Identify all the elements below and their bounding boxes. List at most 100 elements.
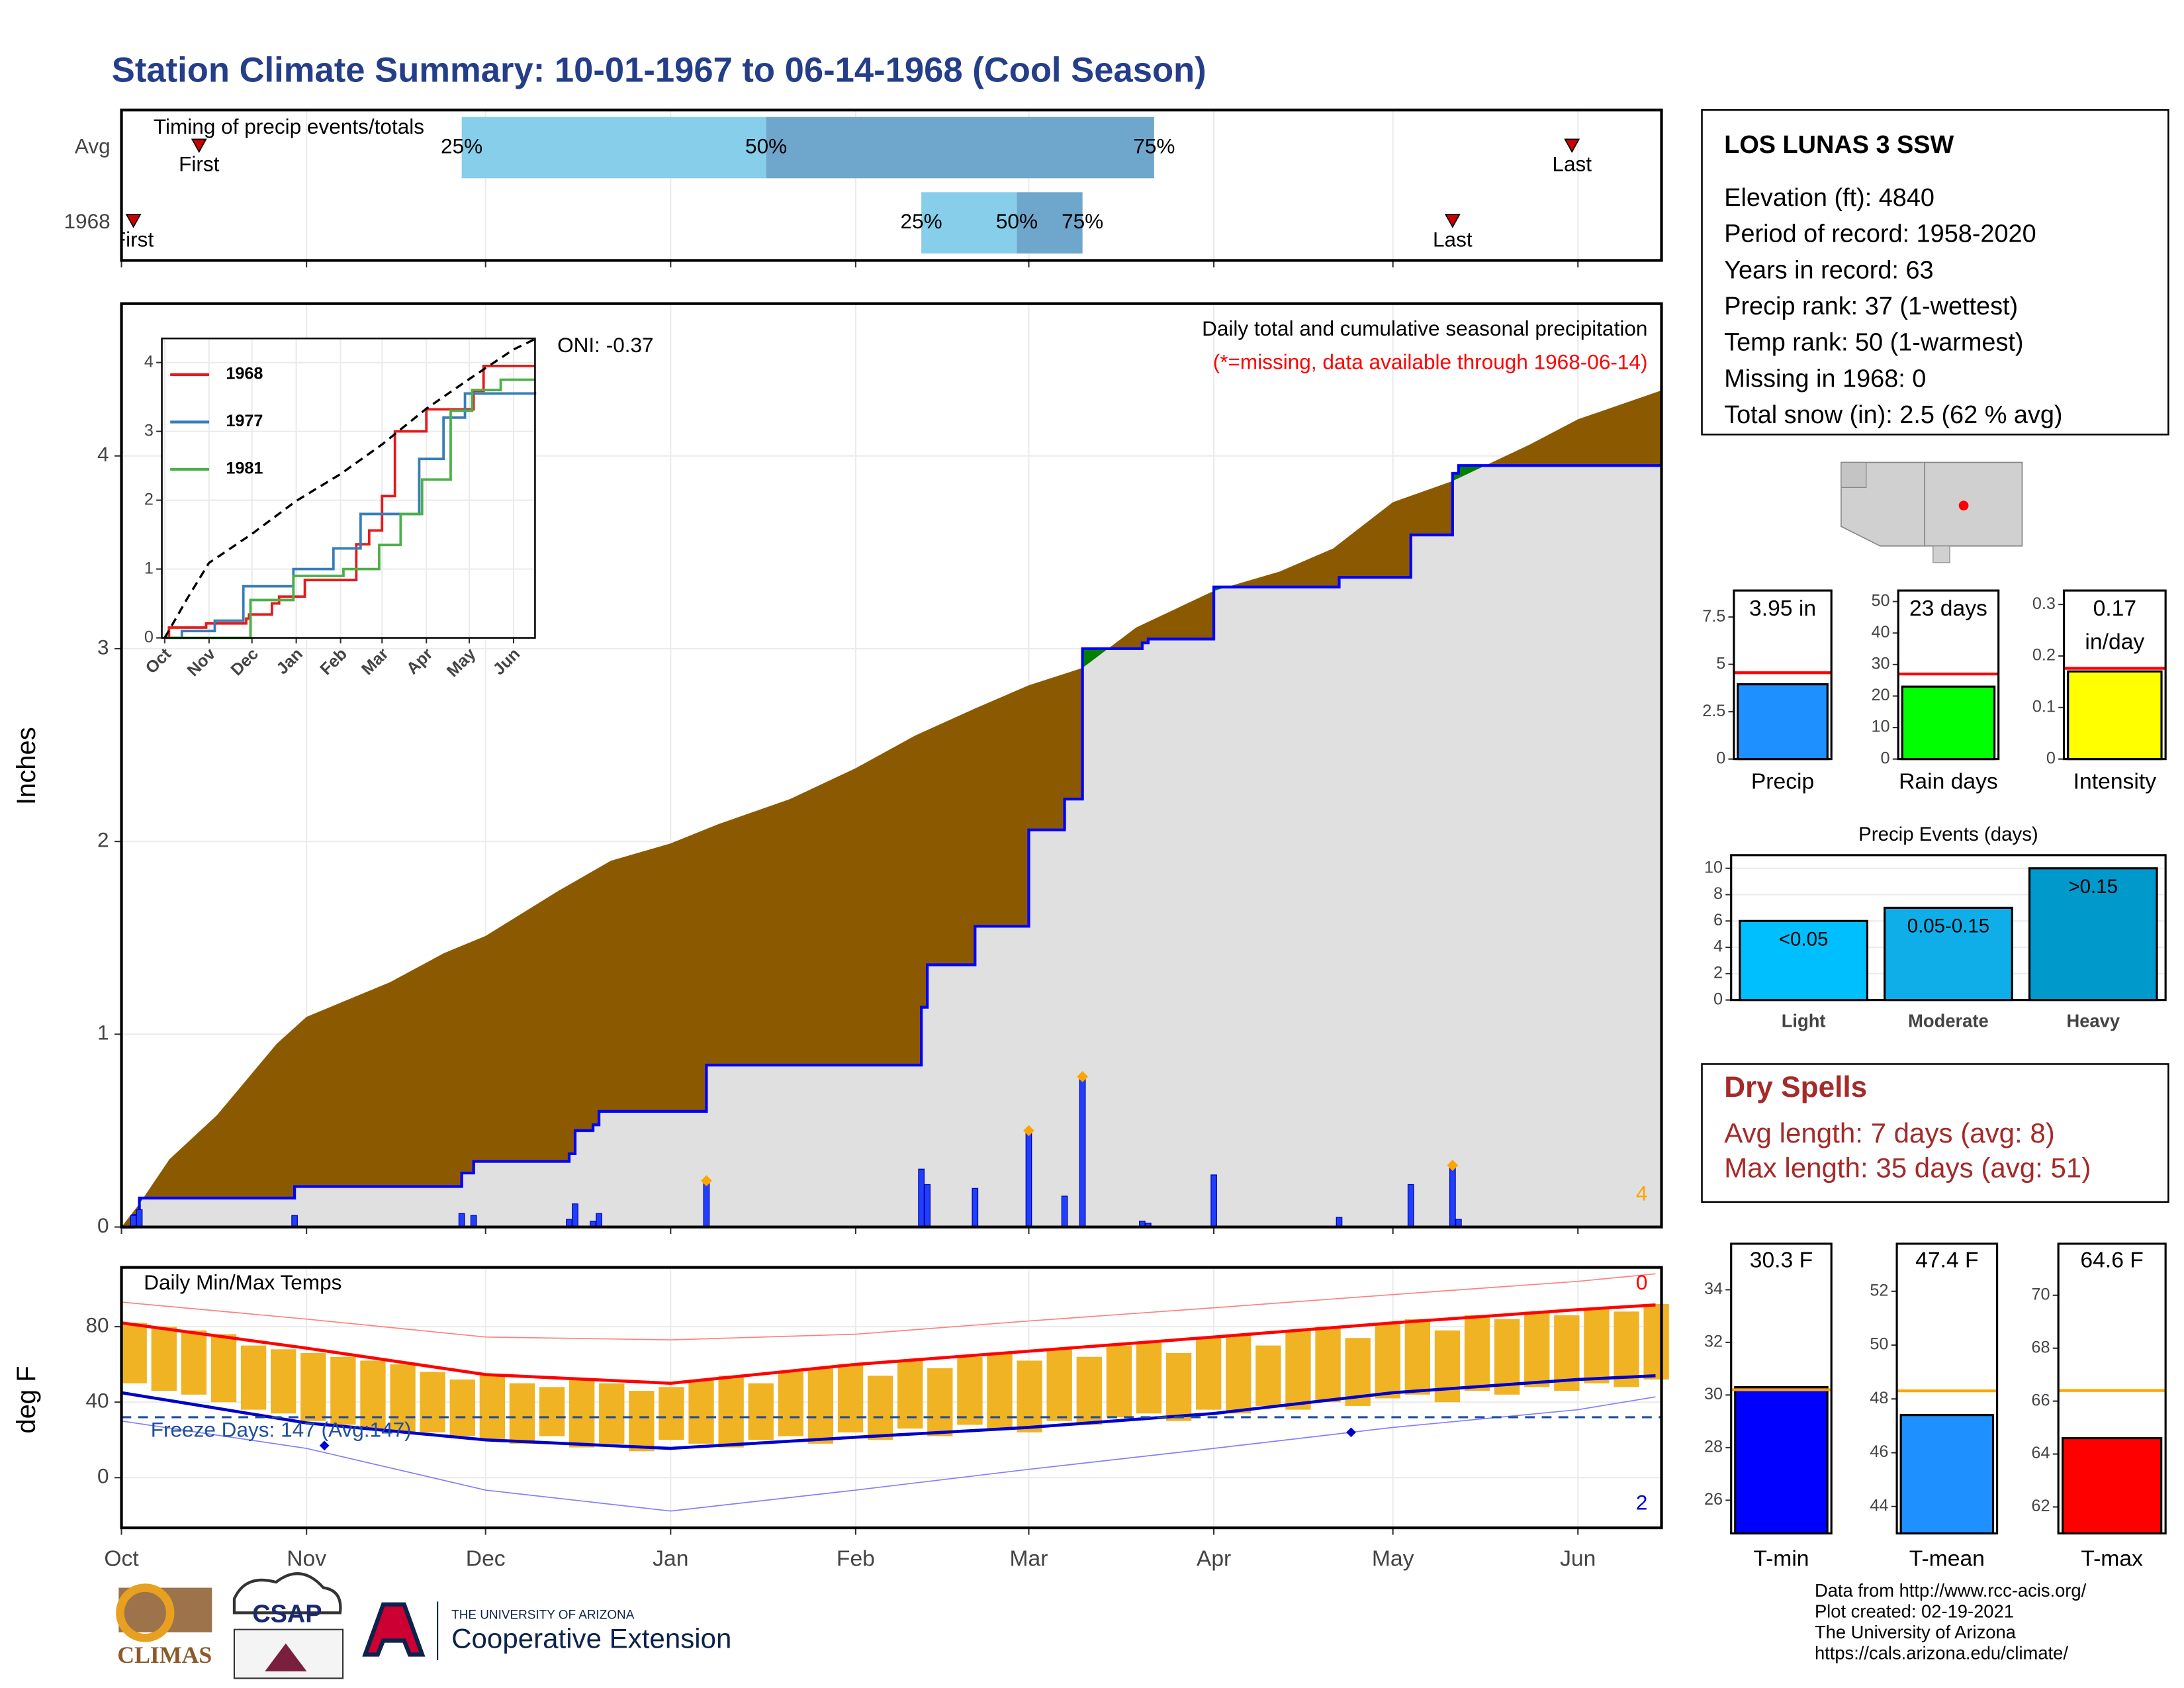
station-box — [1701, 109, 2169, 436]
y-tick-label: 7.5 — [1702, 607, 1725, 626]
daily-precip-bar — [1061, 1196, 1068, 1228]
inset-panel — [161, 338, 535, 638]
temp-range-bar — [629, 1391, 655, 1452]
y-tick-label: 28 — [1704, 1438, 1723, 1456]
category-label: Heavy — [2066, 1011, 2120, 1031]
highlight-marker — [1447, 1159, 1459, 1171]
y-tick-label: 52 — [1870, 1281, 1888, 1299]
annotation: Freeze Days: 147 (Avg:147) — [151, 1417, 412, 1441]
value-label-box: 23 days — [1909, 598, 1987, 622]
temp-range-bar — [1315, 1327, 1341, 1403]
y-tick-label: 0 — [1716, 749, 1725, 767]
bar — [1899, 1414, 1995, 1535]
temp-range-bar — [599, 1383, 625, 1444]
category-label: Rain days — [1899, 769, 1998, 794]
temp-range-bar — [121, 1323, 147, 1383]
mini-border — [2062, 589, 2167, 761]
temp-line — [121, 1303, 1656, 1385]
quartile-bar — [766, 117, 1154, 179]
daily-precip-bar — [136, 1209, 143, 1228]
y-tick-label: 68 — [2031, 1338, 2050, 1356]
y-tick-label: 2 — [97, 827, 109, 851]
temp-range-bar — [390, 1364, 416, 1432]
y-tick-label: 0 — [1713, 990, 1723, 1008]
temp-range-bar — [539, 1387, 565, 1436]
temp-range-bar — [181, 1330, 207, 1395]
y-tick-label: 30 — [1871, 655, 1889, 673]
y-tick-label: 64 — [2031, 1444, 2050, 1462]
daily-precip-bar — [1449, 1164, 1456, 1228]
series-line — [164, 392, 537, 639]
temp-range-bar — [748, 1383, 774, 1440]
map-state — [1924, 461, 2023, 547]
x-tick-label: Feb — [837, 1546, 875, 1571]
y-tick-label: 30 — [1704, 1385, 1723, 1403]
temp-line — [121, 1273, 1656, 1340]
y-tick-label: 4 — [144, 352, 154, 371]
map-division — [1841, 461, 1867, 489]
observed-base-area — [121, 465, 1662, 1227]
mini-border — [1730, 1243, 1833, 1535]
temp-range-bar — [1494, 1319, 1520, 1395]
station-info: Temp rank: 50 (1-warmest) — [1724, 329, 2023, 357]
panel-border — [120, 302, 1663, 1229]
station-info: Missing in 1968: 0 — [1724, 365, 1926, 393]
legend-label: 1968 — [226, 365, 263, 383]
temp-range-bar — [957, 1356, 983, 1425]
y-tick-label: 80 — [86, 1313, 109, 1336]
chart-title: Precip Events (days) — [1858, 823, 2038, 845]
highlight-marker — [1077, 1071, 1089, 1082]
category-label: Moderate — [1908, 1011, 1989, 1031]
temp-range-bar — [718, 1376, 744, 1448]
x-tick-label: Oct — [104, 1546, 139, 1571]
y-tick-label: 3 — [144, 421, 154, 440]
y-tick-label: 0 — [144, 628, 154, 646]
quartile-bar — [921, 192, 1017, 254]
y-tick-label: 44 — [1870, 1496, 1888, 1515]
x-tick-label: Mar — [1009, 1546, 1048, 1571]
temp-range-bar — [569, 1379, 595, 1448]
bar — [1737, 683, 1829, 761]
chart-note: (*=missing, data available through 1968-… — [1213, 350, 1648, 373]
x-tick-label: Jan — [653, 1546, 688, 1571]
y-tick-label: 2.5 — [1702, 702, 1725, 720]
chart-title: Daily Min/Max Temps — [144, 1270, 341, 1294]
dry-spells-box — [1701, 1063, 2169, 1203]
y-tick-label: 1 — [144, 559, 154, 577]
credit-line: The University of Arizona — [1815, 1622, 2017, 1642]
y-tick-label: 3 — [97, 635, 109, 659]
bar-label: >0.15 — [2068, 876, 2118, 898]
daily-precip-bar — [291, 1215, 298, 1228]
y-tick-label: 6 — [1713, 911, 1723, 929]
corner-label: 0 — [1636, 1270, 1648, 1294]
category-label: Light — [1782, 1011, 1826, 1031]
timing-marker — [1564, 138, 1580, 154]
average-line — [163, 338, 536, 639]
y-tick-label: 0 — [1881, 749, 1890, 767]
daily-precip-bar — [918, 1168, 925, 1228]
x-tick-label: Dec — [466, 1546, 506, 1571]
temp-range-bar — [1464, 1315, 1490, 1391]
y-axis-label: Inches — [12, 727, 41, 805]
temp-range-bar — [1136, 1341, 1162, 1414]
row-label: Avg — [75, 134, 111, 158]
daily-precip-bar — [130, 1215, 137, 1228]
category-label: Precip — [1751, 769, 1814, 794]
temp-range-bar — [330, 1356, 356, 1425]
observed-cumulative-line — [121, 464, 1662, 1229]
y-tick-label: 4 — [97, 442, 109, 466]
y-tick-label: 32 — [1704, 1333, 1723, 1351]
mini-border — [1730, 854, 2167, 1002]
y-tick-label: 0.2 — [2032, 646, 2056, 665]
timing-marker — [125, 214, 142, 228]
temp-range-bar — [240, 1345, 267, 1410]
csap-mountain — [265, 1643, 307, 1671]
value-label-box: 30.3 F — [1750, 1249, 1813, 1273]
temp-range-bar — [449, 1379, 475, 1436]
temp-range-bar — [1255, 1345, 1281, 1406]
temp-range-bar — [420, 1372, 445, 1432]
station-dot — [1958, 500, 1969, 511]
daily-precip-bar — [1336, 1217, 1343, 1228]
series-line — [164, 378, 535, 639]
logo-text: CLIMAS — [117, 1642, 212, 1668]
